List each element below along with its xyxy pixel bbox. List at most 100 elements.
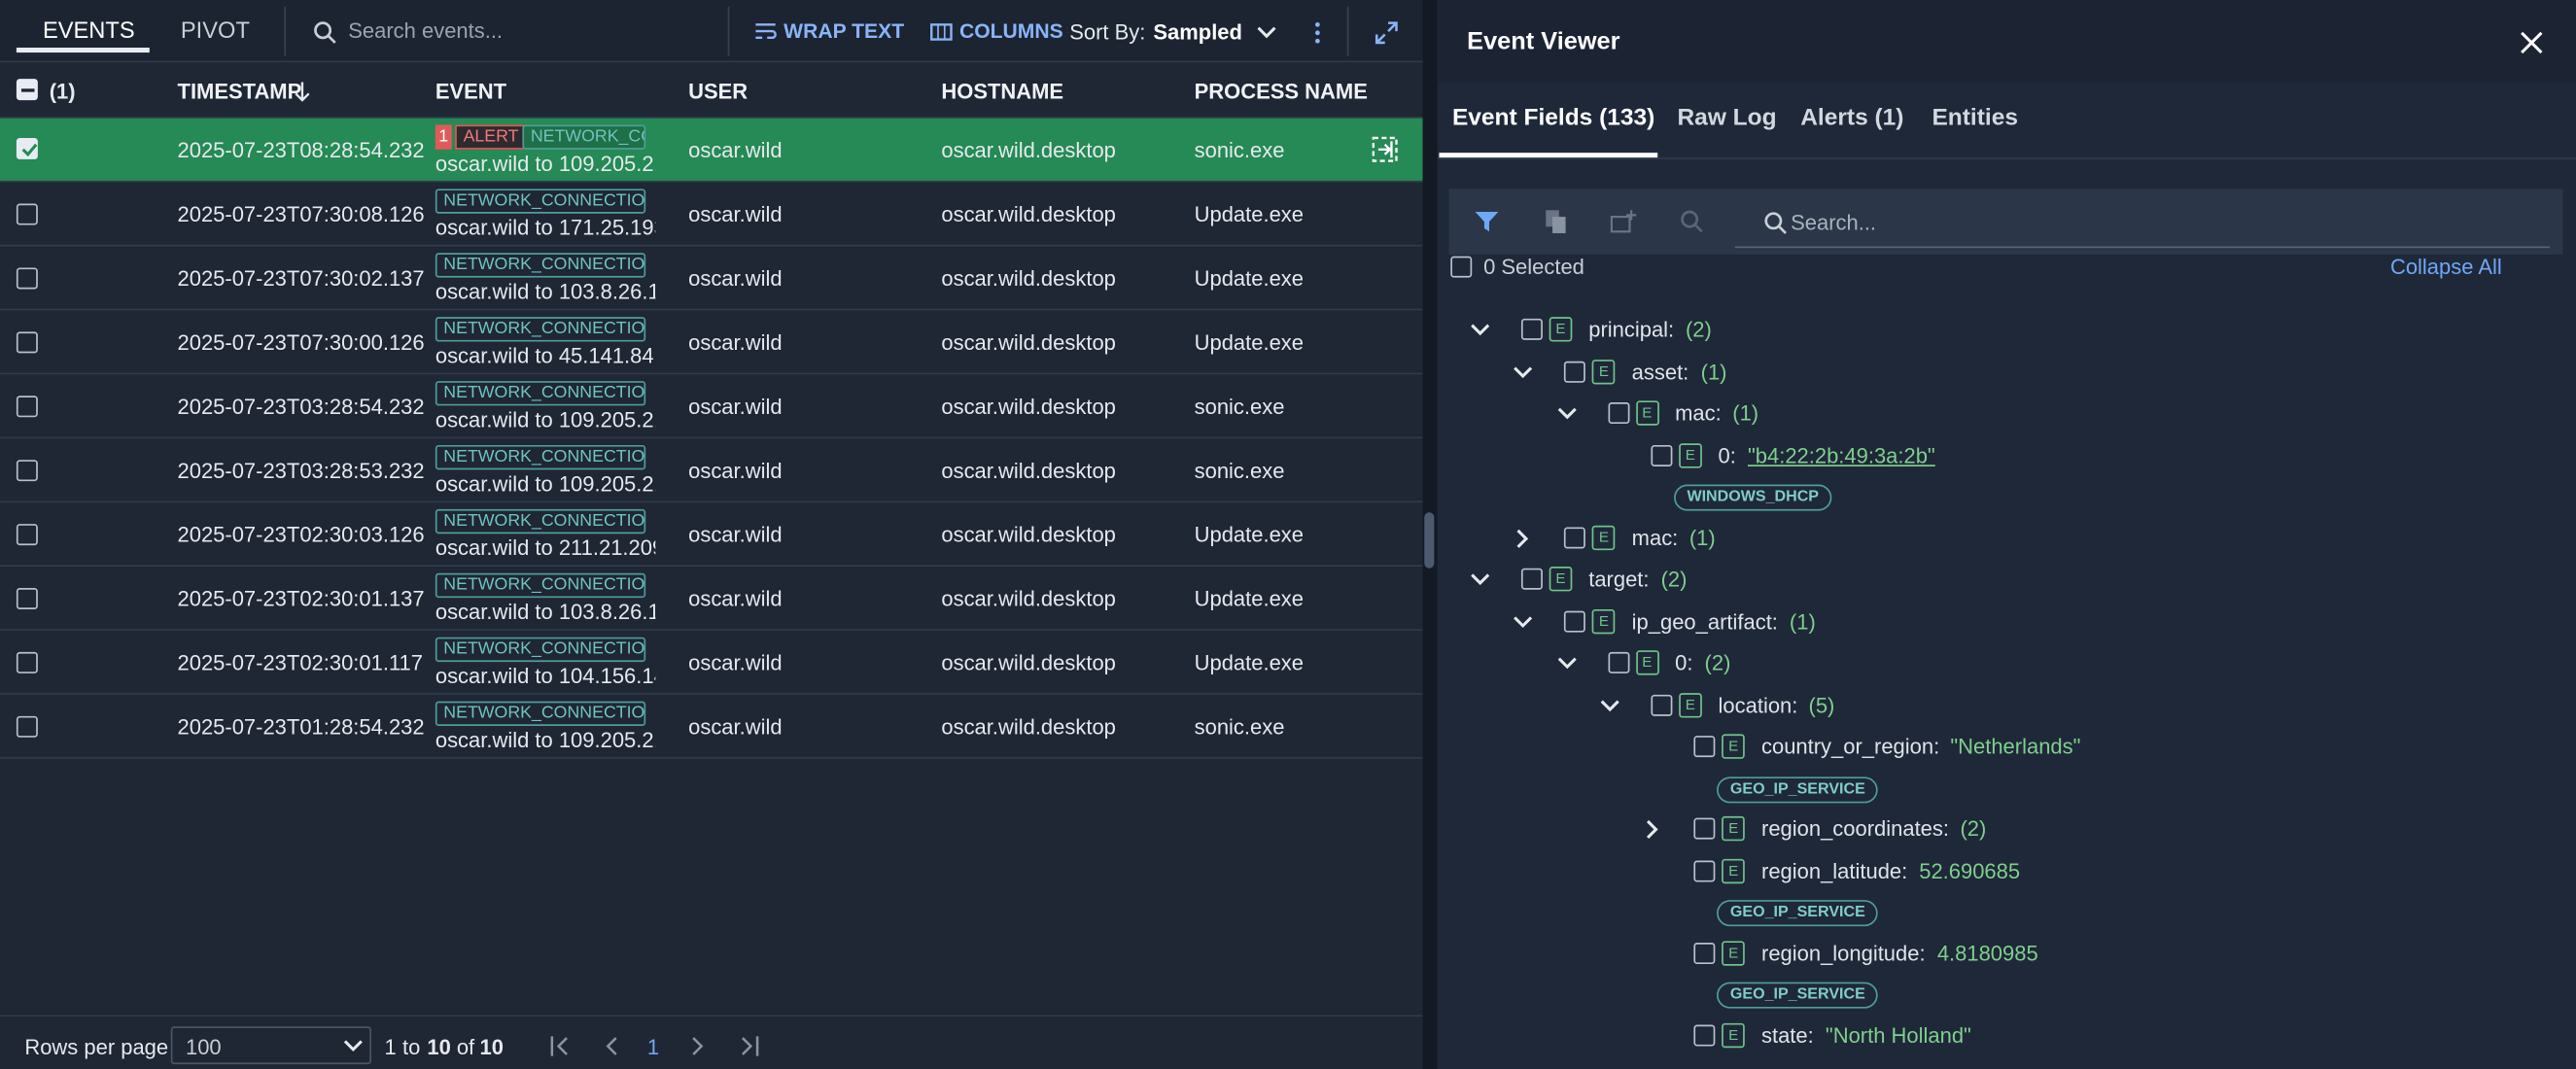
selected-count: (1)	[49, 79, 76, 104]
table-row[interactable]: 2025-07-23T03:28:53.232 NETWORK_CONNECTIO…	[0, 438, 1423, 503]
timestamp: 2025-07-23T07:30:00.126	[177, 329, 425, 356]
column-header[interactable]: PROCESS NAME	[1194, 79, 1368, 104]
table-row[interactable]: 2025-07-23T02:30:01.137 NETWORK_CONNECTIO…	[0, 567, 1423, 631]
field-key[interactable]: mac:	[1675, 400, 1722, 426]
field-checkbox[interactable]	[1693, 859, 1716, 881]
expand-toggle[interactable]	[1467, 567, 1493, 593]
viewer-tab[interactable]: Alerts (1)	[1800, 105, 1904, 132]
field-checkbox[interactable]	[1693, 1023, 1716, 1046]
expand-toggle[interactable]	[1553, 400, 1580, 427]
collapse-all[interactable]: Collapse All	[2389, 254, 2502, 280]
column-header[interactable]: USER	[688, 79, 748, 104]
field-key[interactable]: region_longitude:	[1760, 940, 1926, 965]
field-count: (1)	[1789, 608, 1816, 634]
expand-toggle[interactable]	[1640, 816, 1666, 843]
table-row[interactable]: 2025-07-23T08:28:54.232 1ALERTNETWORK_CON…	[0, 118, 1423, 183]
current-page[interactable]: 1	[646, 1034, 660, 1060]
viewer-tab[interactable]: Raw Log	[1677, 105, 1777, 132]
event-type-tag: NETWORK_CONNECTION	[435, 317, 646, 342]
sort-chevron[interactable]	[1253, 19, 1279, 46]
udm-search-icon[interactable]	[1679, 209, 1705, 235]
row-checkbox[interactable]	[16, 331, 38, 354]
row-checkbox[interactable]	[16, 460, 38, 482]
table-row[interactable]: 2025-07-23T07:30:00.126 NETWORK_CONNECTIO…	[0, 310, 1423, 375]
search-input[interactable]: Search events...	[348, 17, 504, 43]
row-checkbox[interactable]	[16, 651, 38, 673]
page-size-select[interactable]: 100	[170, 1026, 371, 1065]
field-key[interactable]: location:	[1718, 692, 1798, 717]
column-header[interactable]: HOSTNAME	[941, 79, 1064, 104]
field-key[interactable]: mac:	[1631, 524, 1679, 550]
field-checkbox[interactable]	[1607, 651, 1629, 673]
row-checkbox[interactable]	[16, 524, 38, 546]
last-page[interactable]	[736, 1033, 762, 1059]
field-checkbox[interactable]	[1564, 526, 1586, 548]
tab[interactable]: PIVOT	[180, 16, 250, 43]
open-in-viewer[interactable]	[1372, 136, 1398, 162]
field-checkbox[interactable]	[1693, 817, 1716, 840]
field-value: 52.690685	[1919, 858, 2021, 883]
select-all-checkbox[interactable]	[1450, 256, 1473, 278]
expand-toggle[interactable]	[1596, 692, 1622, 718]
table-row[interactable]: 2025-07-23T02:30:03.126 NETWORK_CONNECTIO…	[0, 502, 1423, 568]
viewer-tab[interactable]: Entities	[1932, 105, 2018, 132]
field-count: (2)	[1685, 317, 1712, 342]
tab[interactable]: EVENTS	[42, 16, 135, 43]
expand-toggle[interactable]	[1511, 359, 1537, 385]
field-checkbox[interactable]	[1520, 318, 1543, 340]
expand-toggle[interactable]	[1553, 650, 1580, 676]
sort-select[interactable]: Sampled	[1153, 19, 1242, 45]
filter-icon[interactable]	[1474, 209, 1500, 235]
viewer-tab[interactable]: Event Fields (133)	[1451, 105, 1655, 132]
expand-toggle[interactable]	[1467, 317, 1493, 343]
field-key[interactable]: target:	[1588, 567, 1650, 592]
field-checkbox[interactable]	[1651, 694, 1673, 715]
next-page[interactable]	[685, 1033, 712, 1059]
table-row[interactable]: 2025-07-23T07:30:02.137 NETWORK_CONNECTIO…	[0, 247, 1423, 311]
field-checkbox[interactable]	[1651, 444, 1673, 466]
first-page[interactable]	[547, 1033, 574, 1059]
table-row[interactable]: 2025-07-23T02:30:01.117 NETWORK_CONNECTIO…	[0, 631, 1423, 695]
table-row[interactable]: 2025-07-23T07:30:08.126 NETWORK_CONNECTIO…	[0, 183, 1423, 247]
expand-toggle[interactable]	[1511, 525, 1537, 551]
field-checkbox[interactable]	[1693, 736, 1716, 758]
field-checkbox[interactable]	[1693, 942, 1716, 964]
field-key[interactable]: 0:	[1718, 442, 1736, 467]
column-header[interactable]: TIMESTAMP	[177, 79, 302, 104]
splitter-handle[interactable]	[1424, 512, 1435, 569]
expand-button[interactable]	[1374, 19, 1400, 46]
column-header[interactable]: EVENT	[435, 79, 507, 104]
field-value[interactable]: "b4:22:2b:49:3a:2b"	[1747, 442, 1935, 467]
field-type-icon: E	[1722, 1022, 1746, 1048]
row-checkbox[interactable]	[16, 588, 38, 609]
row-checkbox[interactable]	[16, 137, 38, 159]
copy-icon[interactable]	[1543, 209, 1569, 235]
field-search-input[interactable]: Search...	[1791, 210, 1877, 235]
field-key[interactable]: principal:	[1588, 317, 1675, 342]
alert-count: 1	[435, 124, 452, 150]
columns-button[interactable]: COLUMNS	[958, 19, 1063, 43]
add-column-icon[interactable]	[1610, 209, 1637, 235]
row-checkbox[interactable]	[16, 396, 38, 418]
table-row[interactable]: 2025-07-23T01:28:54.232 NETWORK_CONNECTIO…	[0, 695, 1423, 759]
field-key[interactable]: region_coordinates:	[1760, 815, 1950, 842]
close-button[interactable]	[2519, 29, 2545, 55]
field-key[interactable]: state:	[1760, 1022, 1814, 1048]
row-checkbox[interactable]	[16, 203, 38, 225]
field-key[interactable]: 0:	[1675, 650, 1693, 675]
field-key[interactable]: country_or_region:	[1760, 734, 1940, 759]
table-row[interactable]: 2025-07-23T03:28:54.232 NETWORK_CONNECTIO…	[0, 374, 1423, 439]
wrap-text-button[interactable]: WRAP TEXT	[783, 19, 905, 43]
row-checkbox[interactable]	[16, 715, 38, 738]
field-checkbox[interactable]	[1520, 568, 1543, 590]
row-checkbox[interactable]	[16, 267, 38, 290]
field-checkbox[interactable]	[1607, 402, 1629, 425]
field-key[interactable]: region_latitude:	[1760, 858, 1908, 883]
prev-page[interactable]	[598, 1033, 624, 1059]
field-key[interactable]: asset:	[1631, 359, 1689, 384]
field-checkbox[interactable]	[1564, 609, 1586, 632]
more-button[interactable]	[1305, 19, 1331, 46]
field-key[interactable]: ip_geo_artifact:	[1631, 608, 1778, 634]
field-checkbox[interactable]	[1564, 360, 1586, 382]
expand-toggle[interactable]	[1511, 608, 1537, 635]
